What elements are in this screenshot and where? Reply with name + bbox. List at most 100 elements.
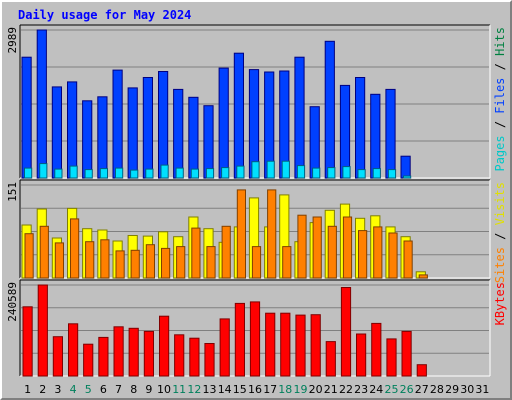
bar-kbytes-day-2 — [37, 284, 48, 377]
bar-files-day-2 — [39, 163, 48, 179]
bar-sites-day-3 — [54, 242, 64, 279]
bar-kbytes-day-26 — [401, 330, 412, 377]
ymax-label-visits-sites: 151 — [6, 182, 19, 202]
bar-sites-day-16 — [251, 246, 262, 279]
bar-hits-day-19 — [294, 56, 305, 179]
bar-files-day-16 — [251, 161, 260, 179]
bar-files-day-19 — [296, 165, 306, 179]
bar-files-day-22 — [342, 166, 351, 179]
bar-sites-day-13 — [206, 246, 216, 279]
bar-sites-day-12 — [191, 227, 201, 279]
bar-kbytes-day-6 — [98, 336, 109, 377]
bar-sites-day-6 — [100, 239, 110, 279]
bar-hits-day-15 — [233, 52, 245, 179]
bar-files-day-9 — [145, 168, 154, 179]
bar-sites-day-2 — [39, 225, 49, 279]
bar-sites-day-18 — [282, 246, 292, 279]
bar-sites-day-11 — [176, 246, 186, 279]
bar-sites-day-24 — [373, 226, 383, 279]
bar-files-day-7 — [115, 167, 124, 179]
x-tick-label-day-28: 28 — [430, 383, 444, 396]
x-tick-label-day-3: 3 — [54, 383, 61, 396]
legend-kbytes: KBytes — [493, 282, 507, 325]
bar-sites-day-26 — [403, 240, 413, 279]
bar-sites-day-20 — [312, 216, 322, 279]
bar-hits-day-1 — [21, 56, 32, 179]
x-tick-label-day-21: 21 — [324, 383, 338, 396]
bar-kbytes-day-24 — [371, 322, 382, 377]
bar-sites-day-7 — [115, 250, 125, 279]
x-tick-label-day-10: 10 — [157, 383, 171, 396]
bar-files-day-6 — [99, 168, 109, 179]
x-tick-label-day-23: 23 — [354, 383, 368, 396]
bar-kbytes-day-12 — [189, 337, 200, 377]
bar-sites-day-22 — [342, 216, 353, 279]
bar-hits-day-2 — [36, 29, 47, 179]
bar-sites-day-5 — [85, 241, 95, 279]
bar-files-day-15 — [236, 165, 245, 179]
bar-kbytes-day-23 — [356, 333, 367, 377]
bar-sites-day-14 — [221, 225, 231, 279]
bar-hits-day-21 — [324, 40, 335, 179]
x-tick-label-day-27: 27 — [415, 383, 429, 396]
x-tick-label-day-6: 6 — [100, 383, 107, 396]
bar-sites-day-8 — [130, 249, 140, 279]
bar-sites-day-17 — [267, 189, 277, 279]
x-tick-label-day-15: 15 — [233, 383, 247, 396]
bar-kbytes-day-1 — [22, 306, 33, 377]
bar-kbytes-day-7 — [113, 326, 124, 377]
bar-files-day-13 — [205, 168, 215, 179]
x-tick-label-day-12: 12 — [187, 383, 201, 396]
bar-hits-day-23 — [355, 77, 366, 179]
x-tick-label-day-26: 26 — [400, 383, 414, 396]
x-tick-label-day-8: 8 — [130, 383, 137, 396]
bar-kbytes-day-3 — [52, 336, 63, 377]
bar-files-day-26 — [403, 175, 412, 179]
x-tick-label-day-30: 30 — [460, 383, 474, 396]
bar-sites-day-10 — [161, 247, 171, 279]
x-tick-label-day-2: 2 — [39, 383, 46, 396]
legend-kbytes: KBytes — [493, 282, 507, 325]
bar-hits-day-22 — [339, 84, 351, 179]
legend-files: Files — [493, 78, 507, 114]
bar-kbytes-day-19 — [295, 314, 306, 377]
bar-hits-day-12 — [188, 96, 199, 179]
bar-files-day-21 — [327, 167, 336, 179]
x-tick-label-day-29: 29 — [445, 383, 459, 396]
legend-sites: Sites — [493, 247, 507, 283]
bar-hits-day-5 — [82, 100, 93, 179]
bar-hits-day-10 — [158, 71, 169, 179]
bar-kbytes-day-9 — [143, 330, 155, 377]
bar-hits-day-7 — [112, 69, 123, 179]
x-tick-label-day-25: 25 — [385, 383, 399, 396]
bar-kbytes-day-18 — [280, 312, 291, 377]
bar-files-day-20 — [312, 167, 321, 179]
bar-hits-day-9 — [142, 77, 154, 179]
bar-kbytes-day-13 — [204, 343, 215, 377]
legend-separator: / — [493, 114, 507, 136]
bar-files-day-4 — [69, 165, 78, 179]
x-tick-label-day-5: 5 — [85, 383, 92, 396]
bar-kbytes-day-20 — [310, 314, 321, 377]
bar-sites-day-9 — [145, 244, 156, 279]
bar-hits-day-24 — [370, 93, 381, 179]
x-tick-label-day-1: 1 — [24, 383, 31, 396]
bar-kbytes-day-14 — [219, 318, 230, 377]
bar-hits-day-14 — [218, 67, 229, 179]
bar-files-day-5 — [84, 169, 93, 179]
bar-kbytes-day-4 — [68, 323, 79, 377]
bar-files-day-3 — [54, 168, 63, 179]
x-tick-label-day-19: 19 — [294, 383, 308, 396]
legend-hits: Hits — [493, 27, 507, 56]
bar-files-day-10 — [160, 164, 169, 179]
chart-title: Daily usage for May 2024 — [18, 8, 191, 22]
bar-files-day-12 — [190, 168, 200, 179]
bar-kbytes-day-17 — [265, 312, 276, 377]
bar-hits-day-3 — [51, 86, 62, 179]
bar-files-day-8 — [130, 169, 139, 179]
x-tick-label-day-13: 13 — [203, 383, 217, 396]
x-tick-label-day-17: 17 — [263, 383, 277, 396]
x-tick-label-day-16: 16 — [248, 383, 262, 396]
x-tick-label-day-14: 14 — [218, 383, 232, 396]
bar-sites-day-25 — [388, 232, 398, 279]
